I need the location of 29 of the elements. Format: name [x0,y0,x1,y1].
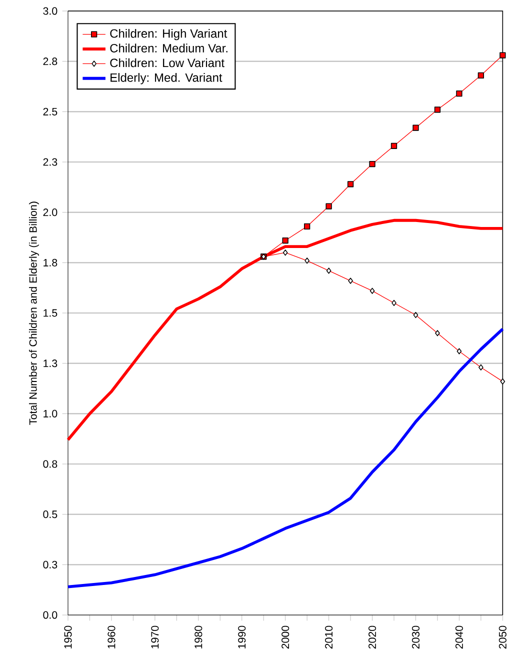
y-tick-label: 1.3 [44,360,58,368]
y-tick-label: 1.8 [44,258,58,266]
y-tick-label: 2.3 [43,158,58,166]
x-tick-label: 2040 [455,626,463,649]
x-tick-label: 1950 [64,626,72,648]
y-tick-label: 0.3 [43,560,58,568]
y-tick-label: 2.0 [43,208,58,216]
x-tick-label: 2050 [498,626,506,649]
y-axis-title: Total Number of Children and Elderly (in Billion) [29,202,39,425]
x-tick-label: 1970 [151,626,159,648]
legend-label: Children: Medium Var. [110,44,228,52]
y-tick-label: 1.5 [44,309,58,317]
x-tick-label: 1990 [238,626,246,648]
legend-label: Children: Low Variant [110,58,224,68]
x-tick-label: 2030 [412,626,420,649]
x-tick-label: 1960 [108,626,116,648]
y-tick-label: 0.8 [43,460,58,468]
y-tick-label: 1.0 [44,410,58,418]
x-tick-label: 2000 [282,626,290,649]
y-tick-label: 0.5 [43,510,58,518]
x-tick-label: 1980 [194,626,202,648]
y-tick-label: 3.0 [43,7,58,15]
y-tick-label: 0.0 [43,611,58,619]
x-tick-label: 2010 [325,626,333,649]
x-tick-label: 2020 [368,626,376,649]
y-tick-label: 2.8 [43,58,58,66]
y-tick-label: 2.5 [43,108,58,116]
legend-label: Elderly: Med. Variant [110,73,222,84]
legend-label: Children: High Variant [110,28,228,40]
